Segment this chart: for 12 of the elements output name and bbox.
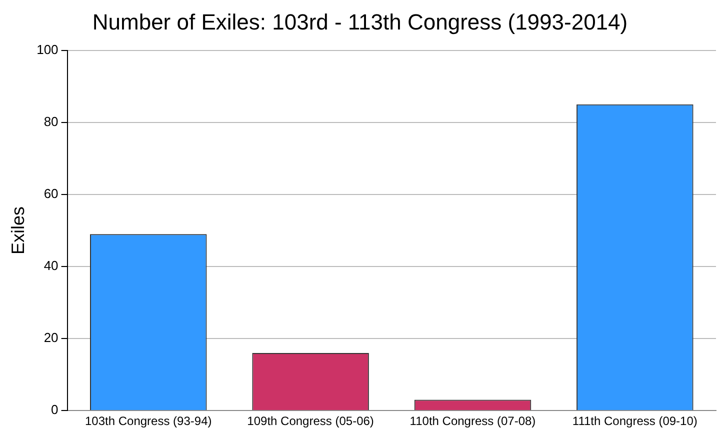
chart-title: Number of Exiles: 103rd - 113th Congress (1993-2014) [92, 9, 628, 34]
x-tick-label: 109th Congress (05-06) [247, 414, 374, 428]
y-tick-label: 80 [44, 114, 58, 130]
y-axis-title: Exiles [8, 206, 28, 255]
x-tick-label: 103th Congress (93-94) [85, 414, 212, 428]
y-tick-label: 20 [44, 330, 58, 346]
y-tick-label: 60 [44, 186, 58, 202]
y-tick-label: 0 [51, 402, 58, 418]
x-tick-label: 111th Congress (09-10) [572, 414, 698, 428]
y-tick-label: 100 [36, 42, 58, 57]
x-tick-label: 110th Congress (07-08) [410, 414, 536, 428]
y-tick-label: 40 [44, 258, 58, 274]
